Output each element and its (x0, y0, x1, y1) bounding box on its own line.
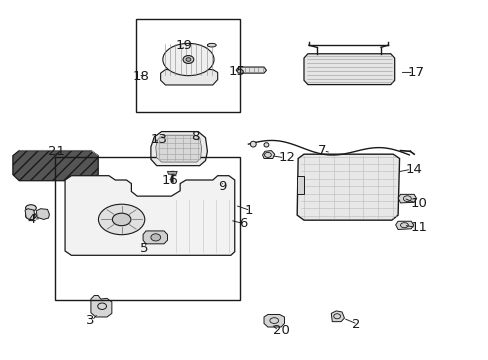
Polygon shape (143, 231, 167, 244)
Text: 18: 18 (132, 69, 149, 82)
Ellipse shape (183, 55, 193, 63)
Polygon shape (167, 171, 177, 174)
Ellipse shape (25, 205, 36, 211)
Text: 8: 8 (190, 130, 199, 144)
Polygon shape (304, 54, 394, 85)
Bar (55, 157, 239, 300)
Text: 19: 19 (175, 39, 192, 52)
Text: 1: 1 (244, 204, 252, 217)
Polygon shape (19, 150, 98, 156)
Polygon shape (330, 311, 344, 321)
Polygon shape (395, 221, 413, 229)
Text: 9: 9 (217, 180, 225, 193)
Polygon shape (397, 194, 416, 203)
Polygon shape (65, 176, 234, 255)
Polygon shape (25, 209, 35, 220)
Ellipse shape (151, 234, 160, 241)
Text: 6: 6 (238, 217, 246, 230)
Text: 20: 20 (272, 324, 289, 337)
Polygon shape (160, 69, 217, 85)
Polygon shape (297, 154, 399, 220)
Polygon shape (156, 135, 201, 162)
Polygon shape (236, 67, 266, 73)
Text: 3: 3 (86, 314, 94, 327)
Text: 2: 2 (351, 318, 360, 331)
Ellipse shape (112, 213, 131, 226)
Ellipse shape (25, 213, 36, 219)
Ellipse shape (207, 43, 216, 47)
Polygon shape (13, 150, 98, 181)
Polygon shape (151, 132, 207, 166)
Text: 10: 10 (409, 197, 427, 210)
Ellipse shape (98, 204, 144, 235)
Polygon shape (217, 217, 232, 224)
Polygon shape (192, 135, 204, 145)
Text: 11: 11 (409, 221, 427, 234)
Bar (136, 19, 239, 112)
Text: 16: 16 (161, 174, 178, 187)
Polygon shape (262, 150, 274, 158)
Text: 5: 5 (140, 242, 148, 255)
Text: 21: 21 (48, 145, 65, 158)
Ellipse shape (163, 43, 214, 76)
Text: 14: 14 (405, 163, 422, 176)
Polygon shape (91, 296, 112, 317)
Ellipse shape (250, 141, 256, 147)
Polygon shape (296, 176, 304, 194)
Ellipse shape (185, 58, 190, 61)
Text: 13: 13 (151, 133, 167, 146)
Text: 15: 15 (228, 65, 245, 78)
Polygon shape (264, 315, 284, 327)
Ellipse shape (264, 143, 268, 147)
Polygon shape (220, 178, 231, 186)
Text: 4: 4 (27, 213, 36, 226)
Text: 12: 12 (278, 151, 295, 164)
Text: 17: 17 (407, 66, 424, 79)
Text: 7: 7 (317, 144, 325, 157)
Polygon shape (36, 209, 49, 220)
